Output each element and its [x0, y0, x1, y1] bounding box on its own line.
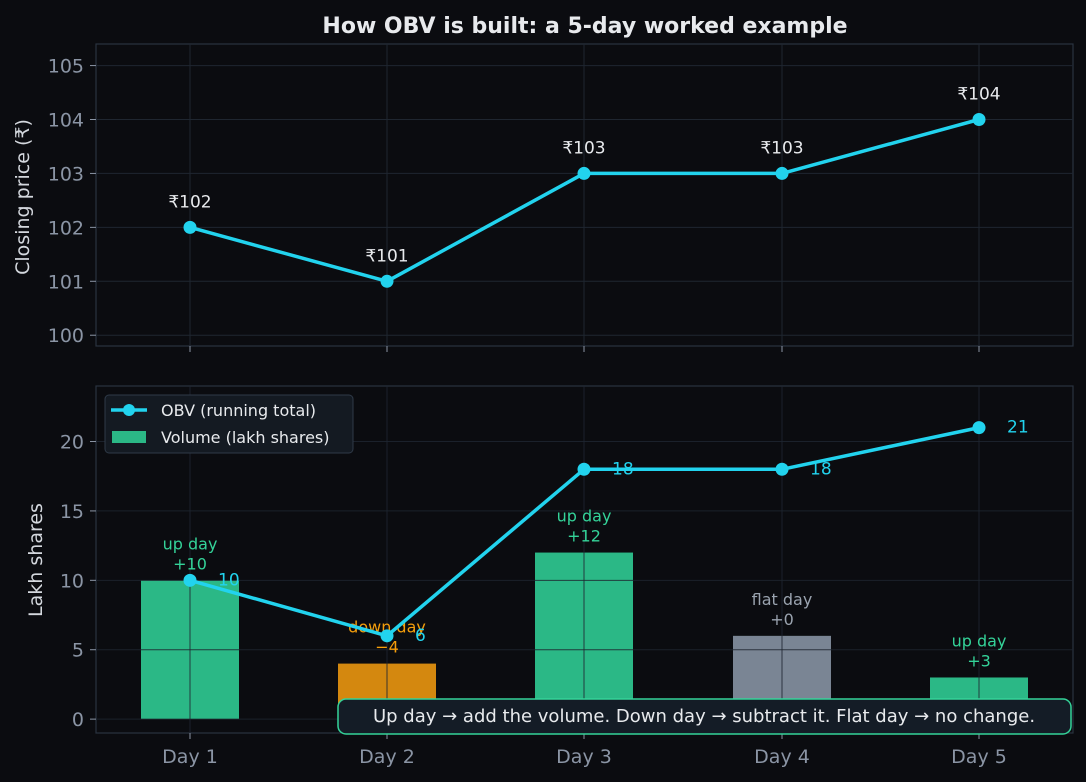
- price-point-labels: ₹102 ₹101 ₹103 ₹103 ₹104: [168, 85, 1000, 267]
- obv-y-ticks: 0 5 10 15 20: [60, 432, 96, 731]
- obv-point-3: [577, 462, 591, 476]
- day-annotation-change-5: +3: [967, 651, 991, 670]
- price-point-1: [183, 220, 197, 234]
- day-annotation-change-1: +10: [173, 554, 207, 573]
- price-y-tick-label-103: 103: [48, 163, 84, 185]
- rule-note: Up day → add the volume. Down day → subt…: [337, 698, 1072, 735]
- x-tick-label-day-5: Day 5: [951, 746, 1007, 768]
- obv-point-5: [972, 421, 986, 435]
- price-grid: [96, 44, 1073, 346]
- obv-label-2: 6: [415, 626, 426, 646]
- legend-box: [104, 394, 354, 454]
- day-annotation-change-3: +12: [567, 527, 601, 546]
- price-x-ticks: [189, 346, 980, 352]
- x-tick-label-day-1: Day 1: [162, 746, 218, 768]
- obv-y-tick-label-0: 0: [72, 709, 84, 731]
- price-label-4: ₹103: [760, 138, 803, 158]
- x-tick-label-day-3: Day 3: [556, 746, 612, 768]
- day-annotation-change-2: −4: [375, 638, 399, 657]
- price-y-axis-label: Closing price (₹): [12, 119, 34, 275]
- price-label-3: ₹103: [562, 138, 605, 158]
- day-annotation-change-4: +0: [770, 610, 794, 629]
- price-series: [183, 113, 986, 288]
- price-point-5: [972, 113, 986, 126]
- obv-label-5: 21: [1007, 418, 1029, 438]
- obv-label-3: 18: [612, 459, 634, 479]
- obv-label-4: 18: [810, 459, 832, 479]
- day-annotation-kind-4: flat day: [752, 590, 813, 609]
- price-point-3: [577, 166, 591, 180]
- obv-point-2: [380, 629, 394, 643]
- day-annotation-kind-3: up day: [557, 507, 612, 526]
- price-y-tick-label-101: 101: [48, 271, 84, 293]
- legend-volume-label: Volume (lakh shares): [161, 428, 330, 447]
- obv-point-1: [183, 573, 197, 587]
- price-y-tick-label-100: 100: [48, 325, 84, 347]
- obv-y-tick-label-20: 20: [60, 432, 84, 454]
- price-label-2: ₹101: [365, 246, 408, 266]
- day-annotation-kind-1: up day: [163, 534, 218, 553]
- obv-panel: 0 5 10 15 20 Day 1 Day 2 Day 3 Day 4 Day 5 up da…: [25, 385, 1074, 768]
- price-label-5: ₹104: [957, 85, 1000, 105]
- legend-volume-swatch: [112, 431, 146, 443]
- price-point-2: [380, 274, 394, 288]
- obv-value-labels: 10 6 18 18 21: [218, 418, 1029, 646]
- rule-note-box: [337, 698, 1072, 735]
- obv-y-tick-label-10: 10: [60, 570, 84, 592]
- chart-title: How OBV is built: a 5-day worked example: [322, 14, 847, 39]
- price-label-1: ₹102: [168, 192, 211, 212]
- price-y-tick-label-104: 104: [48, 110, 84, 132]
- rule-note-text: Up day → add the volume. Down day → subt…: [373, 706, 1035, 727]
- price-y-ticks: 100 101 102 103 104 105: [48, 56, 96, 347]
- x-tick-label-day-4: Day 4: [754, 746, 810, 768]
- x-tick-label-day-2: Day 2: [359, 746, 415, 768]
- legend: OBV (running total) Volume (lakh shares): [104, 394, 354, 454]
- obv-y-tick-label-15: 15: [60, 501, 84, 523]
- obv-label-1: 10: [218, 570, 240, 590]
- price-point-4: [775, 166, 789, 180]
- price-y-tick-label-102: 102: [48, 217, 84, 239]
- day-annotation-kind-5: up day: [952, 631, 1007, 650]
- legend-obv-marker: [123, 404, 135, 416]
- obv-series: [183, 421, 986, 643]
- legend-obv-label: OBV (running total): [161, 401, 316, 420]
- obv-x-ticks: Day 1 Day 2 Day 3 Day 4 Day 5: [162, 733, 1007, 768]
- obv-y-axis-label: Lakh shares: [25, 503, 47, 617]
- price-y-tick-label-105: 105: [48, 56, 84, 78]
- obv-point-4: [775, 462, 789, 476]
- obv-y-tick-label-5: 5: [72, 640, 84, 662]
